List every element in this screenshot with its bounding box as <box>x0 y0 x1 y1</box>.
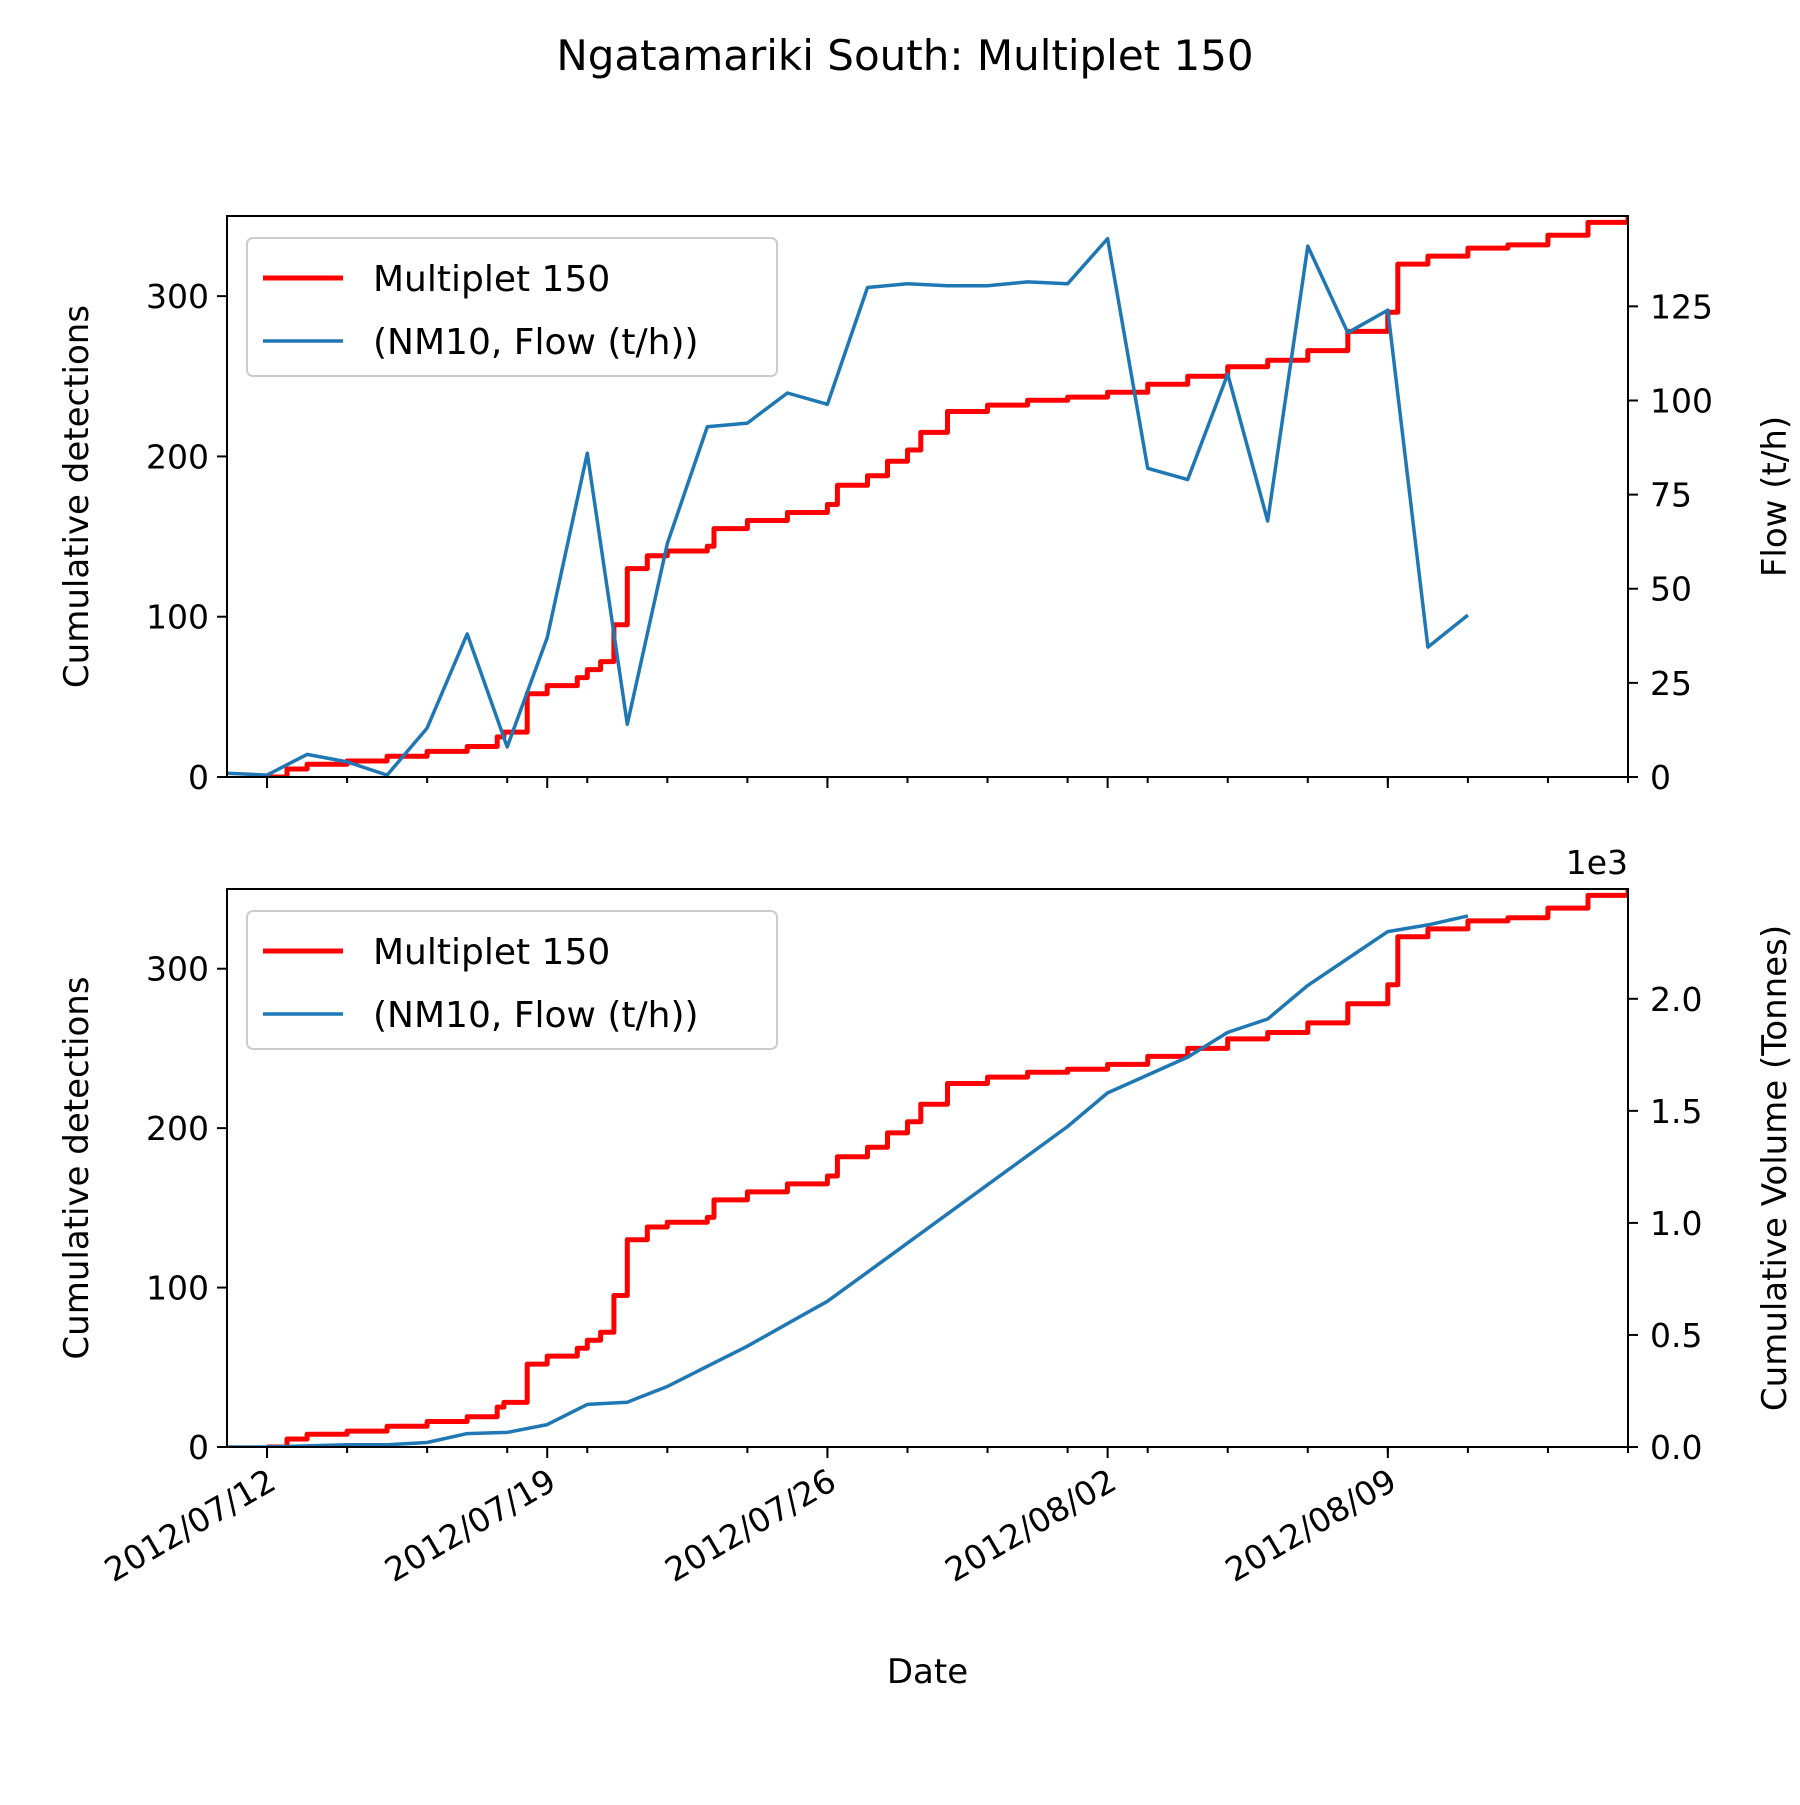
right-tick-label: 1.0 <box>1650 1204 1702 1243</box>
left-tick-label: 0 <box>188 758 209 797</box>
legend: Multiplet 150 (NM10, Flow (t/h)) <box>246 237 778 377</box>
left-tick-label: 0 <box>188 1428 209 1467</box>
figure-title: Ngatamariki South: Multiplet 150 <box>556 31 1253 80</box>
left-tick-label: 100 <box>146 598 209 637</box>
legend-entry-label: Multiplet 150 <box>373 932 610 973</box>
detections-series-line <box>267 889 1628 1447</box>
right-tick-label: 50 <box>1650 570 1692 609</box>
left-tick-label: 200 <box>146 437 209 476</box>
legend-entry-label: (NM10, Flow (t/h)) <box>373 995 699 1036</box>
legend-box <box>246 910 778 1050</box>
right-tick-label: 125 <box>1650 287 1713 326</box>
plot-frame <box>226 888 1629 1448</box>
right-axis-label: Flow (t/h) <box>1755 416 1795 577</box>
right-axis-label: Cumulative Volume (Tonnes) <box>1755 925 1795 1411</box>
plot-frame <box>226 215 1629 778</box>
legend-entry-label: (NM10, Flow (t/h)) <box>373 322 699 363</box>
right-tick-label: 2.0 <box>1650 980 1702 1019</box>
legend: Multiplet 150 (NM10, Flow (t/h)) <box>246 910 778 1050</box>
left-tick-label: 300 <box>146 950 209 989</box>
legend-box <box>246 237 778 377</box>
right-tick-label: 0.0 <box>1650 1428 1702 1467</box>
x-axis-label: Date <box>887 1652 968 1692</box>
right-tick-label: 25 <box>1650 664 1692 703</box>
right-tick-label: 0.5 <box>1650 1316 1702 1355</box>
flow-series-line <box>227 236 1469 777</box>
top-panel: 0 100 200 300 0 25 50 75 100 125 Cumulative detect… <box>57 215 1795 797</box>
left-tick-label: 100 <box>146 1269 209 1308</box>
left-tick-label: 200 <box>146 1109 209 1148</box>
right-tick-label: 75 <box>1650 476 1692 515</box>
left-tick-label: 300 <box>146 277 209 316</box>
left-axis-label: Cumulative detections <box>57 305 97 688</box>
left-axis-label: Cumulative detections <box>57 976 97 1359</box>
flow-series-line <box>227 914 1469 1447</box>
legend-entry-label: Multiplet 150 <box>373 259 610 300</box>
right-tick-label: 1.5 <box>1650 1092 1702 1131</box>
right-tick-label: 0 <box>1650 758 1671 797</box>
right-axis-offset-text: 1e3 <box>1566 843 1628 882</box>
right-tick-label: 100 <box>1650 381 1713 420</box>
